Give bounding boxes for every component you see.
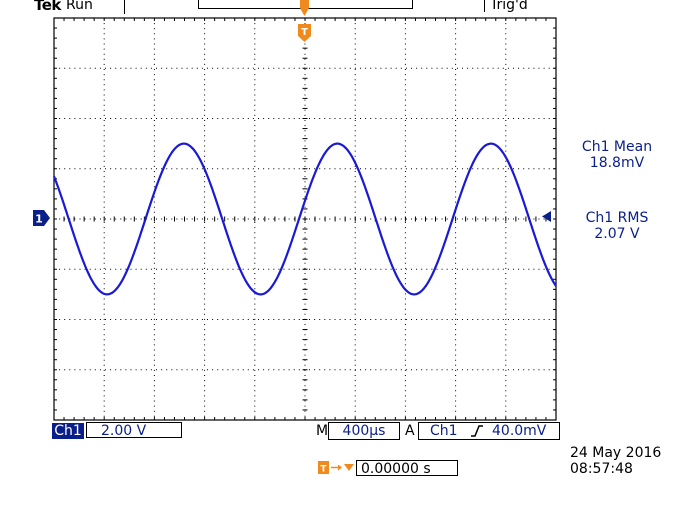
measurement-mean-label: Ch1 Mean	[572, 139, 662, 155]
horizontal-scale-readout: 400µs	[328, 422, 400, 440]
graticule	[54, 18, 556, 420]
measurement-mean-value: 18.8mV	[572, 155, 662, 171]
measurement-rms-label: Ch1 RMS	[572, 210, 662, 226]
header-divider	[124, 0, 125, 14]
vertical-scale-readout: 2.00 V	[86, 422, 182, 438]
brand-logo: Tek	[34, 0, 61, 14]
waveform-display[interactable]	[53, 17, 557, 421]
measurement-rms-value: 2.07 V	[572, 226, 662, 242]
horizontal-scale-prefix: M	[316, 423, 328, 439]
svg-text:T: T	[320, 465, 327, 475]
rising-edge-icon	[470, 425, 484, 437]
time-readout: 08:57:48	[570, 461, 633, 477]
ch1-ground-label: 1	[35, 213, 43, 226]
trigger-level-readout: 40.0mV	[492, 423, 546, 439]
date-readout: 24 May 2016	[570, 445, 661, 461]
run-status: Run	[66, 0, 93, 13]
trigger-delay-readout: 0.00000 s	[356, 460, 458, 476]
trigger-delay-icon: T	[318, 461, 356, 475]
trigger-source: Ch1	[430, 423, 458, 439]
trigger-position-icon[interactable]: T	[298, 24, 312, 44]
trigger-position-label: T	[301, 27, 308, 38]
trigger-level-icon[interactable]	[540, 211, 552, 223]
trigger-position-bar-icon	[299, 0, 311, 18]
channel-badge[interactable]: Ch1	[52, 423, 84, 439]
trigger-state: Trig'd	[490, 0, 528, 13]
ch1-ground-icon[interactable]: 1	[33, 209, 51, 227]
trigger-prefix: A	[405, 423, 415, 439]
